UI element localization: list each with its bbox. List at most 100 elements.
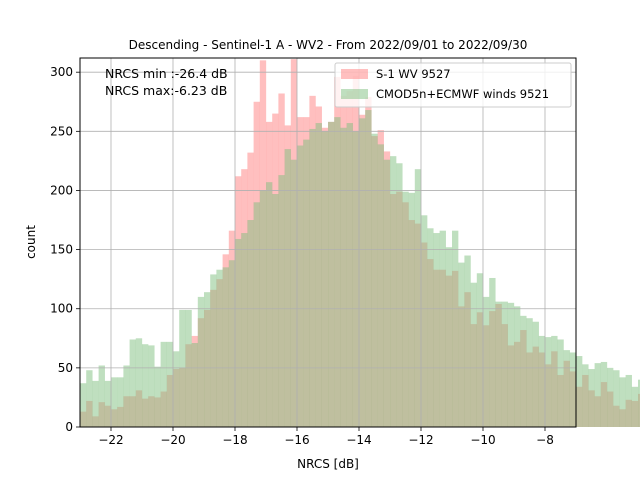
bar-series-1-bin-10 (142, 344, 149, 427)
bar-series-1-bin-59 (445, 247, 453, 427)
annotation-nrcs-max: NRCS max:-6.23 dB (105, 83, 227, 98)
bar-series-1-bin-60 (452, 230, 459, 427)
bar-series-1-bin-39 (321, 131, 329, 427)
bar-series-1-bin-70 (514, 306, 521, 427)
bar-series-1-bin-52 (402, 191, 409, 427)
bar-series-1-bin-21 (210, 274, 217, 427)
x-tick-label-0: −22 (98, 433, 123, 447)
bar-series-1-bin-1 (86, 370, 93, 427)
bar-series-1-bin-50 (390, 156, 397, 427)
bar-series-1-bin-30 (266, 182, 273, 427)
bar-series-1-bin-44 (352, 131, 360, 427)
bar-series-1-bin-89 (631, 386, 639, 427)
y-tick-label-0: 0 (65, 420, 73, 434)
x-tick-label-4: −14 (346, 433, 371, 447)
series-cmod5n-bars (80, 110, 640, 428)
legend-frame (334, 62, 572, 108)
bar-series-1-bin-41 (334, 117, 341, 427)
chart-title: Descending - Sentinel-1 A - WV2 - From 2… (129, 38, 528, 52)
bar-series-1-bin-76 (551, 335, 558, 427)
bar-series-1-bin-51 (396, 163, 403, 427)
bar-series-1-bin-75 (545, 337, 552, 427)
bar-series-1-bin-55 (421, 215, 428, 427)
bar-series-1-bin-54 (414, 169, 422, 428)
annotation-nrcs-min: NRCS min :-26.4 dB (105, 66, 228, 81)
y-tick-label-3: 150 (50, 243, 73, 257)
bar-series-1-bin-47 (371, 133, 378, 427)
plot-frame (79, 57, 577, 428)
x-tick-label-7: −8 (536, 433, 554, 447)
bar-series-1-bin-81 (582, 364, 589, 427)
bar-series-1-bin-48 (377, 144, 384, 427)
bar-series-1-bin-68 (501, 301, 508, 427)
bar-series-1-bin-12 (154, 366, 161, 427)
bar-series-1-bin-65 (483, 296, 490, 427)
bar-series-1-bin-38 (315, 123, 322, 428)
bar-series-1-bin-45 (359, 118, 366, 427)
bar-series-1-bin-83 (594, 363, 601, 427)
bar-series-1-bin-80 (576, 356, 583, 427)
bar-series-1-bin-69 (507, 302, 515, 427)
y-axis-label: count (24, 225, 38, 259)
bar-series-1-bin-90 (638, 379, 640, 427)
bar-series-1-bin-23 (222, 267, 229, 427)
x-axis-label: NRCS [dB] (297, 457, 359, 471)
legend: S-1 WV 9527 CMOD5n+ECMWF winds 9521 (334, 62, 572, 108)
bar-series-1-bin-82 (588, 369, 595, 427)
bar-series-1-bin-27 (247, 220, 254, 427)
bar-series-1-bin-61 (458, 262, 465, 427)
bar-series-1-bin-56 (427, 228, 434, 427)
bar-series-1-bin-3 (98, 365, 105, 427)
bar-series-1-bin-0 (80, 383, 87, 427)
bar-series-1-bin-4 (104, 380, 112, 428)
bar-series-1-bin-20 (204, 292, 211, 427)
bar-series-1-bin-37 (309, 128, 316, 427)
bar-series-1-bin-71 (520, 315, 527, 427)
y-axis-ticks: 0 50 100 150 200 250 300 (50, 65, 80, 434)
y-tick-label-4: 200 (50, 183, 73, 197)
bar-series-1-bin-79 (569, 352, 577, 427)
bar-series-1-bin-49 (383, 159, 391, 427)
bar-series-1-bin-6 (117, 377, 124, 427)
bar-series-1-bin-14 (166, 341, 174, 427)
x-tick-label-5: −12 (408, 433, 433, 447)
bar-series-1-bin-25 (235, 238, 242, 427)
x-axis-ticks: −22 −20 −18 −16 −14 −12 −10 −8 (98, 427, 554, 447)
bar-series-1-bin-8 (129, 339, 136, 427)
bar-series-1-bin-26 (241, 233, 248, 427)
bar-series-1-bin-72 (526, 318, 533, 427)
legend-swatch-cmod5n (341, 89, 368, 99)
bar-series-1-bin-42 (340, 127, 347, 427)
legend-swatch-s1-wv (341, 69, 368, 79)
legend-label-s1-wv: S-1 WV 9527 (376, 67, 451, 81)
y-tick-label-1: 50 (58, 361, 73, 375)
bar-series-1-bin-58 (439, 230, 446, 427)
bar-series-1-bin-46 (365, 110, 372, 427)
bar-series-1-bin-17 (185, 309, 192, 427)
bar-series-1-bin-33 (284, 149, 291, 427)
bar-series-1-bin-24 (228, 260, 236, 427)
y-tick-label-2: 100 (50, 302, 73, 316)
bar-series-1-bin-35 (297, 145, 304, 427)
bar-series-1-bin-53 (408, 192, 415, 427)
bar-series-1-bin-7 (123, 365, 130, 427)
bar-series-1-bin-87 (619, 377, 626, 427)
bar-series-1-bin-40 (328, 121, 335, 428)
bar-series-1-bin-63 (470, 282, 477, 427)
bar-series-1-bin-84 (600, 361, 608, 427)
bar-series-1-bin-73 (532, 321, 539, 427)
y-tick-label-5: 250 (50, 124, 73, 138)
bar-series-1-bin-11 (148, 345, 155, 427)
bar-series-1-bin-2 (92, 380, 99, 428)
x-tick-label-6: −10 (470, 433, 495, 447)
bar-series-1-bin-66 (489, 277, 496, 427)
bar-series-1-bin-19 (197, 296, 205, 427)
bar-series-1-bin-31 (272, 194, 279, 427)
bar-series-1-bin-85 (607, 367, 614, 427)
x-tick-label-2: −18 (222, 433, 247, 447)
bar-series-1-bin-18 (191, 343, 198, 427)
bar-series-1-bin-13 (160, 341, 167, 427)
bar-series-1-bin-32 (278, 175, 285, 427)
